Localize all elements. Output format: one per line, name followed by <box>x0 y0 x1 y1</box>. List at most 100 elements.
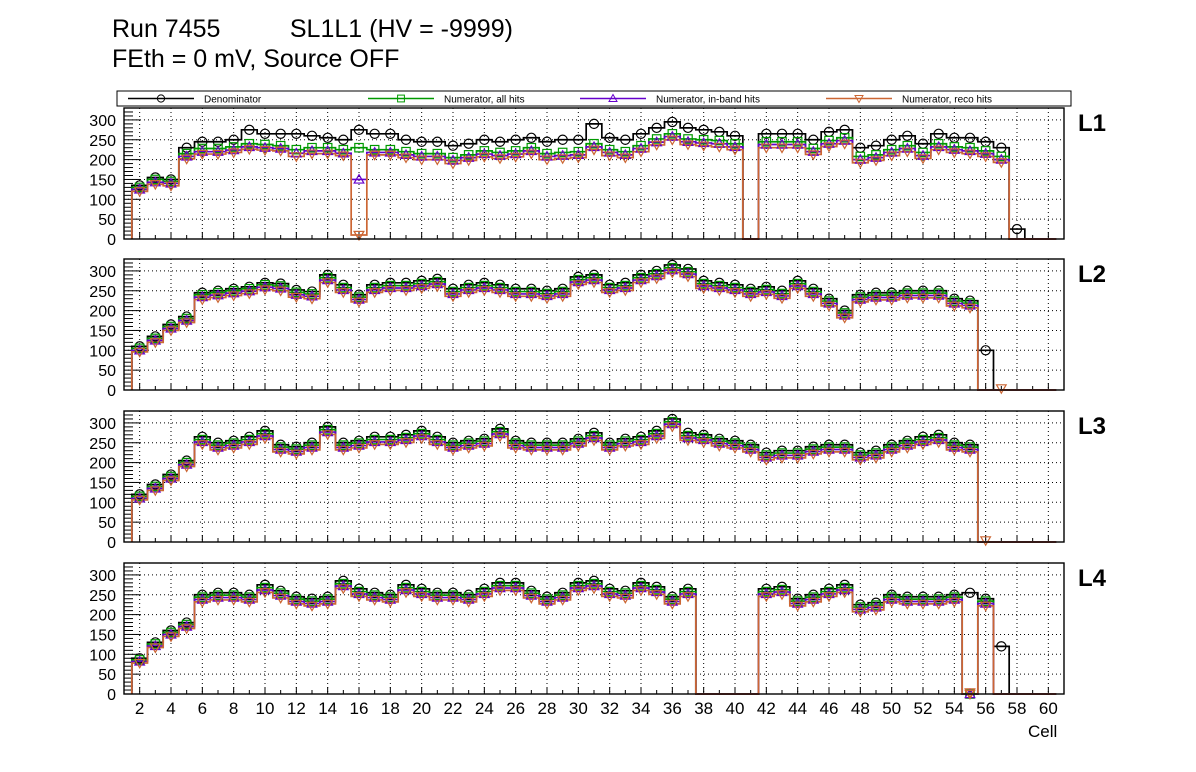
marker-square <box>401 146 411 157</box>
y-tick-label: 250 <box>89 284 116 301</box>
marker-triangle-down <box>133 187 146 198</box>
marker-triangle-down <box>697 141 710 152</box>
marker-triangle-up <box>259 281 271 292</box>
x-tick-label: 44 <box>788 699 807 718</box>
marker-triangle-down <box>556 445 569 456</box>
x-tick-label: 28 <box>538 699 557 718</box>
marker-triangle-up <box>964 443 976 454</box>
marker-triangle-down <box>917 599 929 610</box>
marker-triangle-up <box>384 146 397 157</box>
marker-triangle-up <box>447 591 459 602</box>
marker-circle <box>588 118 600 130</box>
x-tick-label: 56 <box>976 699 995 718</box>
panel-label-l3: L3 <box>1078 413 1107 440</box>
marker-square <box>589 138 599 149</box>
y-tick-label: 50 <box>98 212 116 229</box>
x-tick-label: 8 <box>229 699 238 718</box>
panel-l3: 0 50 100 150 200 250 300 <box>89 410 1065 552</box>
marker-triangle-down <box>870 156 882 167</box>
marker-triangle-up <box>729 439 741 450</box>
marker-triangle-up <box>635 435 647 447</box>
marker-triangle-up <box>650 270 663 281</box>
marker-square <box>197 434 208 445</box>
marker-circle <box>447 140 459 151</box>
marker-square <box>792 278 803 289</box>
x-tick-label: 42 <box>757 699 776 718</box>
marker-triangle-up <box>133 183 146 194</box>
marker-triangle-up <box>415 587 428 599</box>
marker-square <box>416 278 427 289</box>
marker-square <box>260 280 270 290</box>
legend: Denominator Numerator, all hits Numerator,… <box>116 90 1072 107</box>
y-tick-label: 200 <box>89 153 116 170</box>
marker-triangle-down <box>431 155 444 166</box>
marker-triangle-down <box>180 318 193 329</box>
marker-circle <box>776 128 788 140</box>
panel-l2: 0 50 100 150 200 250 300 <box>89 258 1065 400</box>
marker-triangle-down <box>572 441 585 452</box>
marker-triangle-down <box>227 148 240 159</box>
marker-triangle-down <box>964 149 976 160</box>
marker-circle <box>729 130 741 141</box>
marker-square <box>495 580 505 591</box>
marker-square <box>980 596 991 606</box>
marker-square <box>714 135 725 146</box>
marker-circle <box>980 345 991 356</box>
marker-triangle-up <box>776 449 788 460</box>
marker-triangle-down <box>243 597 256 608</box>
marker-triangle-down <box>729 288 741 299</box>
marker-square <box>573 274 584 285</box>
marker-triangle-up <box>133 655 146 666</box>
x-tick-label: 48 <box>851 699 870 718</box>
marker-triangle-down <box>838 313 851 324</box>
marker-triangle-up <box>588 431 600 443</box>
marker-triangle-up <box>603 441 616 452</box>
marker-triangle-down <box>682 272 694 283</box>
marker-triangle-down <box>870 453 882 464</box>
marker-triangle-up <box>917 435 929 447</box>
marker-triangle-up <box>243 435 256 447</box>
marker-triangle-down <box>682 436 694 447</box>
marker-square <box>369 590 380 600</box>
marker-triangle-down <box>259 145 271 157</box>
marker-square <box>996 151 1007 162</box>
marker-square <box>965 142 975 153</box>
marker-triangle-up <box>509 287 522 299</box>
marker-triangle-up <box>180 314 193 325</box>
marker-triangle-down <box>635 440 647 451</box>
marker-circle <box>385 128 396 140</box>
marker-square <box>557 590 568 600</box>
marker-square <box>667 262 678 273</box>
marker-square <box>463 438 474 448</box>
marker-square <box>871 150 881 160</box>
marker-square <box>338 440 349 450</box>
marker-triangle-down <box>666 135 679 146</box>
marker-triangle-up <box>149 639 162 651</box>
x-tick-label: 40 <box>726 699 745 718</box>
marker-square <box>949 296 960 306</box>
marker-circle <box>275 128 286 140</box>
marker-square <box>730 282 740 293</box>
marker-triangle-down <box>666 599 679 610</box>
marker-triangle-down <box>666 422 679 433</box>
marker-triangle-down <box>932 599 945 610</box>
marker-circle <box>432 136 443 147</box>
marker-triangle-up <box>431 435 444 447</box>
marker-square <box>792 448 803 458</box>
marker-triangle-down <box>243 289 256 300</box>
y-tick-label: 100 <box>89 343 116 360</box>
marker-square <box>275 140 286 151</box>
x-axis: 2 4 6 8 10 12 14 16 18 20 22 24 26 28 30 32 34 36 38 40 42 44… <box>135 699 1058 718</box>
marker-triangle-down <box>885 597 898 608</box>
marker-square <box>761 450 772 460</box>
marker-triangle-up <box>133 344 146 355</box>
marker-circle <box>259 128 271 140</box>
marker-triangle-down <box>431 440 444 451</box>
marker-square <box>589 272 599 283</box>
marker-square <box>933 594 944 604</box>
marker-triangle-up <box>478 437 491 448</box>
y-tick-label: 0 <box>107 383 116 400</box>
marker-triangle-up <box>321 274 334 285</box>
marker-triangle-up <box>243 140 256 152</box>
